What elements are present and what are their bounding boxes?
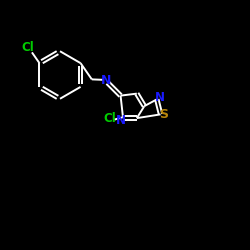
Text: N: N	[116, 114, 126, 126]
Text: N: N	[100, 74, 111, 87]
Text: Cl: Cl	[103, 112, 116, 124]
Text: Cl: Cl	[22, 41, 34, 54]
Text: S: S	[159, 108, 168, 122]
Text: N: N	[155, 92, 165, 104]
